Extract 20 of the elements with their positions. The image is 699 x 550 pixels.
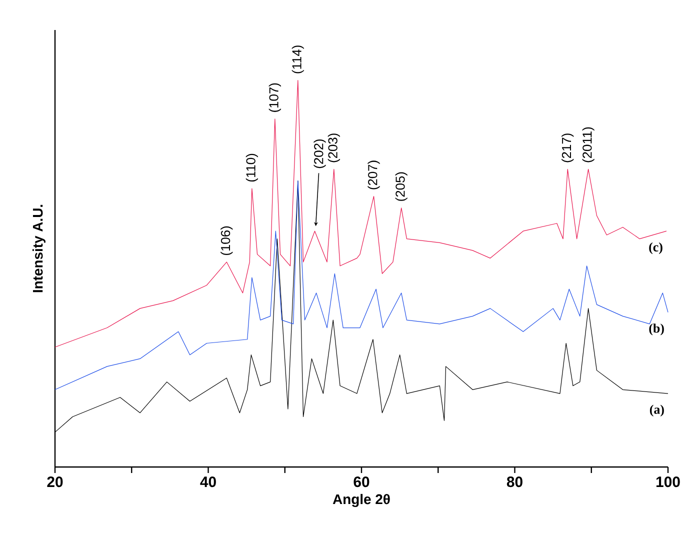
y-axis-title: Intensity A.U.: [32, 204, 46, 292]
annotation: (202): [314, 139, 326, 168]
x-tick-label: 80: [506, 476, 522, 488]
annotation: (205): [395, 172, 408, 201]
x-tick-label: 100: [656, 476, 680, 488]
annotation: (2011): [582, 127, 594, 162]
annotation: (106): [220, 226, 233, 256]
annotation: (114): [292, 46, 304, 74]
annotation: (207): [368, 160, 380, 190]
x-tick-label: 40: [200, 476, 216, 488]
annotation: (110): [246, 154, 258, 182]
annotation: (217): [562, 134, 574, 162]
annotation: (203): [328, 134, 340, 162]
series-label: (c): [649, 242, 662, 254]
series-label: (b): [649, 324, 664, 336]
annotation: (107): [268, 83, 281, 112]
x-tick-label: 60: [354, 476, 370, 488]
x-tick-label: 20: [47, 476, 63, 488]
x-axis-title: Angle 2θ: [332, 494, 390, 507]
series-label: (a): [650, 404, 664, 417]
